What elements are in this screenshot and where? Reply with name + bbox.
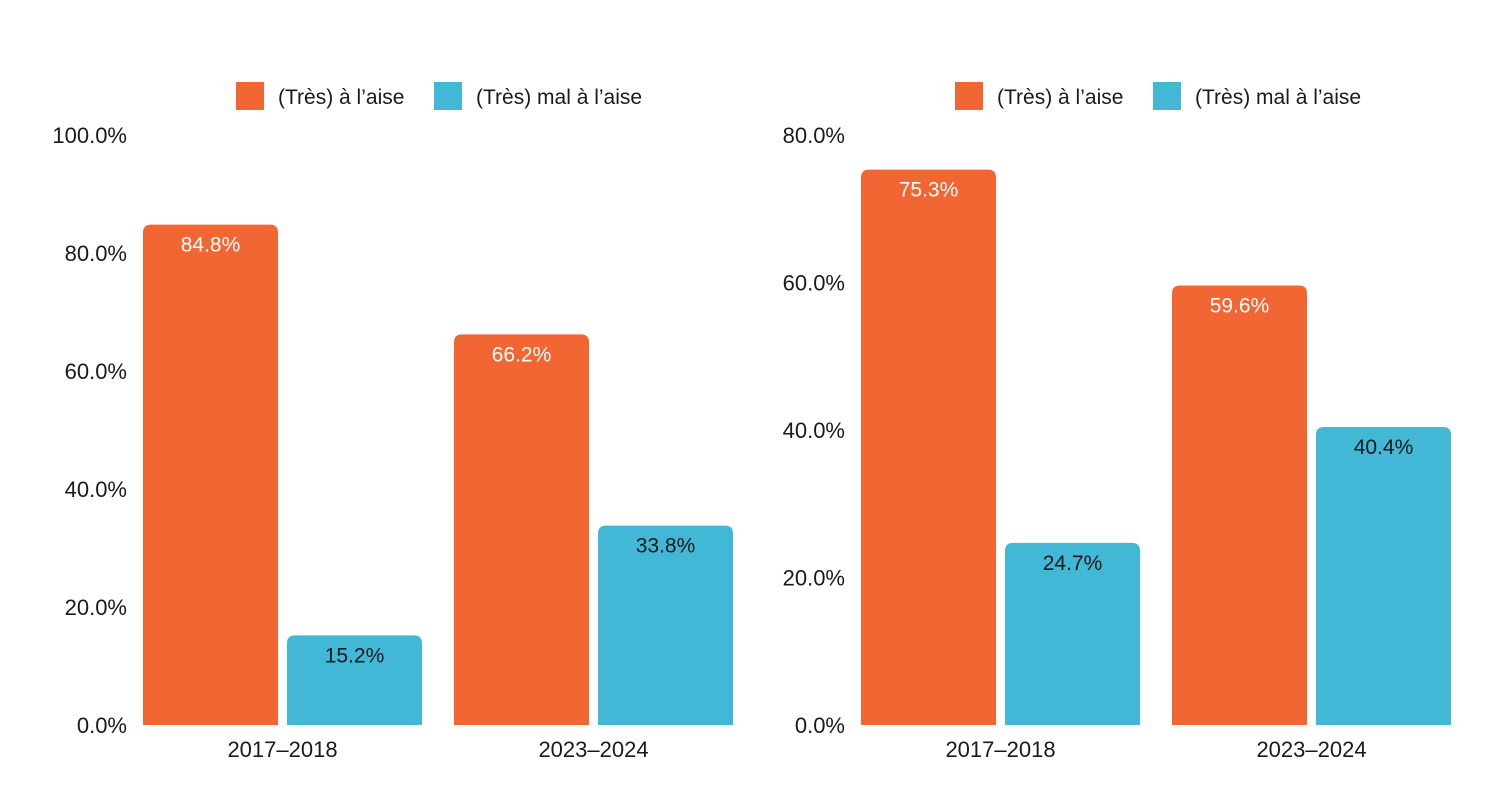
data-label: 59.6% (1210, 294, 1270, 317)
data-label: 40.4% (1354, 436, 1414, 459)
y-tick-label: 40.0% (65, 477, 127, 502)
chart-left-svg: (Très) à l’aise (Très) mal à l’aise 0.0% 20… (52, 82, 733, 762)
data-label: 75.3% (899, 179, 959, 202)
legend-swatch-0 (236, 82, 264, 110)
legend-label-1: (Très) mal à l’aise (1195, 86, 1361, 109)
data-label: 15.2% (325, 644, 385, 667)
legend-swatch-1 (434, 82, 462, 110)
y-tick-label: 0.0% (77, 713, 127, 738)
legend-label-1: (Très) mal à l’aise (476, 86, 642, 109)
y-tick-label: 40.0% (783, 418, 845, 443)
bar-uncomfortable (1316, 427, 1451, 725)
x-category-label: 2023–2024 (1256, 737, 1366, 762)
y-tick-label: 20.0% (783, 566, 845, 591)
data-label: 33.8% (636, 535, 696, 558)
chart-left: (Très) à l’aise (Très) mal à l’aise 0.0% 20… (52, 82, 733, 762)
y-tick-label: 100.0% (52, 123, 127, 148)
bar-comfortable (861, 169, 996, 726)
bar-comfortable (143, 224, 278, 725)
y-tick-label: 20.0% (65, 595, 127, 620)
bar-comfortable (454, 334, 589, 725)
y-tick-label: 0.0% (795, 713, 845, 738)
bar-uncomfortable (598, 525, 733, 725)
legend-label-0: (Très) à l’aise (997, 86, 1123, 109)
y-tick-label: 60.0% (65, 359, 127, 384)
y-tick-label: 80.0% (65, 241, 127, 266)
data-label: 84.8% (181, 234, 241, 257)
legend-swatch-0 (955, 82, 983, 110)
y-tick-label: 60.0% (783, 271, 845, 296)
x-category-label: 2017–2018 (227, 737, 337, 762)
legend-label-0: (Très) à l’aise (278, 86, 404, 109)
bar-uncomfortable (1005, 542, 1140, 725)
bar-comfortable (1172, 285, 1307, 725)
data-label: 24.7% (1043, 552, 1103, 575)
y-tick-label: 80.0% (783, 123, 845, 148)
chart-right: (Très) à l’aise (Très) mal à l’aise 0.0% 20… (720, 0, 1500, 792)
data-label: 66.2% (492, 343, 552, 366)
bar-uncomfortable (287, 635, 422, 725)
chart-right-svg: (Très) à l’aise (Très) mal à l’aise 0.0% 20… (783, 82, 1451, 762)
x-category-label: 2017–2018 (945, 737, 1055, 762)
legend-swatch-1 (1153, 82, 1181, 110)
x-category-label: 2023–2024 (538, 737, 648, 762)
